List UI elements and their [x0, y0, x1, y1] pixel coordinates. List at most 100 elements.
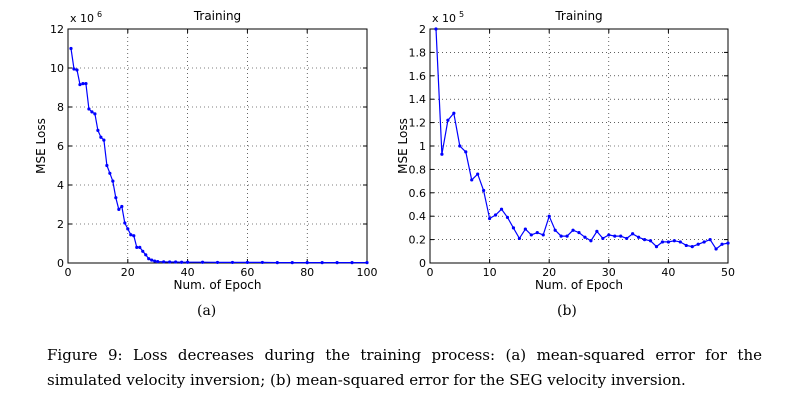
chart2-data-point	[720, 242, 724, 246]
chart1-data-point	[215, 260, 220, 265]
chart2-y-tick-label: 0.2	[409, 234, 427, 247]
chart2-data-point	[577, 230, 581, 235]
chart2-y-tick-label: 1.4	[409, 93, 427, 106]
chart1-y-tick-label: 8	[57, 101, 64, 114]
chart1-data-point	[138, 245, 142, 249]
chart1-data-point	[93, 112, 97, 116]
chart1-data-point	[78, 82, 82, 87]
chart1-x-tick-label: 20	[121, 266, 135, 279]
chart1-y-multiplier: x 10	[70, 12, 94, 25]
chart2-data-point	[589, 239, 593, 243]
chart2-data-point	[559, 234, 563, 238]
chart2-data-point	[440, 152, 444, 156]
chart1-data-point	[153, 259, 157, 263]
chart1-data-point	[245, 260, 249, 265]
chart1-data-point	[111, 179, 115, 183]
chart1-data-point	[156, 260, 160, 264]
chart2-data-point	[482, 188, 486, 193]
chart2-x-tick-label: 0	[427, 266, 434, 279]
chart2-y-tick-label: 1.6	[409, 70, 427, 83]
chart1-y-tick-label: 0	[57, 257, 64, 270]
chart1-data-point	[230, 260, 235, 265]
chart1-data-point	[290, 261, 294, 265]
chart2-x-tick-label: 40	[661, 266, 675, 279]
chart2-data-point	[517, 236, 522, 241]
chart1-data-point	[350, 261, 354, 265]
chart2-y-multiplier: x 10	[432, 12, 456, 25]
chart1-y-exponent: 6	[97, 10, 102, 19]
chart2-data-point	[511, 226, 516, 230]
chart1-data-point	[87, 107, 91, 111]
chart1-x-tick-label: 100	[357, 266, 378, 279]
chart2-data-point	[619, 234, 623, 238]
chart2-y-tick-label: 0.4	[409, 210, 427, 223]
chart1-y-axis-label: MSE Loss	[34, 118, 48, 174]
chart2-x-axis-label: Num. of Epoch	[535, 278, 623, 292]
chart2-data-point	[547, 214, 551, 218]
chart2-data-point	[708, 238, 712, 242]
chart1-data-point	[144, 253, 148, 257]
chart1-data-point	[108, 171, 112, 175]
chart1-data-point	[90, 110, 94, 114]
chart2-data-point	[660, 240, 665, 244]
chart2-y-tick-label: 0	[419, 257, 426, 270]
chart1-y-tick-label: 10	[50, 62, 64, 75]
chart2-data-point	[571, 228, 575, 232]
chart1-data-point	[260, 260, 264, 265]
chart2-data-point	[583, 235, 587, 239]
chart1-y-tick-label: 6	[57, 140, 64, 153]
subfigure-label-b: (b)	[557, 303, 577, 319]
chart1-data-point	[365, 261, 369, 265]
chart2-data-point	[446, 118, 450, 122]
chart2-data-point	[631, 232, 635, 236]
chart2-data-point	[637, 235, 641, 239]
chart2-y-tick-label: 0.6	[409, 187, 427, 200]
chart2-x-tick-label: 50	[721, 266, 735, 279]
chart2-data-point	[595, 229, 599, 234]
chart2-data-point	[672, 239, 676, 243]
chart1-x-tick-label: 40	[181, 266, 195, 279]
chart1-data-point	[162, 260, 166, 264]
chart2-data-point	[565, 234, 569, 238]
chart1-data-point	[96, 128, 100, 132]
chart2-data-point	[541, 233, 545, 237]
chart2-data-point	[726, 241, 730, 245]
chart1-data-point	[114, 196, 118, 200]
chart2-data-point	[470, 178, 474, 182]
chart1-data-point	[123, 221, 127, 225]
chart1-x-axis-label: Num. of Epoch	[173, 278, 261, 292]
chart1-data-point	[320, 261, 324, 265]
chart1-data-point	[117, 207, 121, 211]
chart1-data-point	[168, 260, 172, 264]
chart2-y-tick-label: 2	[419, 23, 426, 36]
chart1-x-tick-label: 80	[300, 266, 314, 279]
chart1-data-point	[69, 46, 73, 51]
chart1-data-point	[200, 260, 205, 264]
chart2-data-point	[714, 247, 718, 251]
chart2-x-tick-label: 10	[483, 266, 497, 279]
chart1-data-point	[120, 204, 124, 209]
chart2-data-point	[684, 243, 688, 248]
chart1-x-tick-label: 60	[240, 266, 254, 279]
chart1-data-point	[275, 261, 279, 265]
chart1-data-point	[126, 227, 130, 231]
chart1-y-tick-label: 4	[57, 179, 64, 192]
chart2-data-point	[648, 239, 653, 243]
chart2-data-point	[499, 207, 504, 211]
chart1-data-point	[147, 257, 151, 261]
chart2-title: Training	[554, 9, 602, 23]
subfigure-label-a: (a)	[197, 303, 217, 319]
chart2-data-point	[690, 245, 694, 249]
chart2-y-tick-label: 1.8	[409, 46, 427, 59]
chart2-data-point	[458, 144, 462, 148]
chart1-y-tick-label: 2	[57, 218, 64, 231]
chart2-data-point	[666, 240, 671, 244]
chart1-data-point	[102, 138, 106, 142]
chart2-data-point	[464, 150, 468, 154]
chart2-data-point	[523, 227, 527, 231]
chart1-data-point	[186, 260, 190, 264]
chart1-data-point	[180, 260, 184, 264]
chart2-y-tick-label: 0.8	[409, 163, 427, 176]
chart1-data-point	[75, 68, 79, 72]
